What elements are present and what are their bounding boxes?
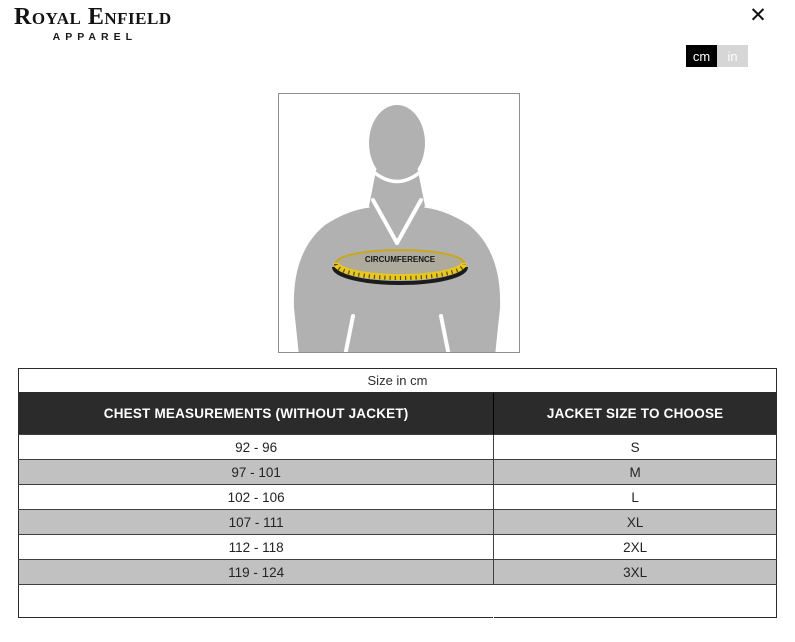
table-row: 107 - 111 XL <box>18 509 777 535</box>
table-row: 112 - 118 2XL <box>18 534 777 560</box>
table-caption: Size in cm <box>18 368 777 393</box>
chest-range-cell: 112 - 118 <box>18 534 495 560</box>
measurement-figure: CIRCUMFERENCE <box>278 93 520 353</box>
brand-subtitle: APPAREL <box>52 31 138 43</box>
table-row: 102 - 106 L <box>18 484 777 510</box>
size-table: Size in cm CHEST MEASUREMENTS (WITHOUT J… <box>18 368 777 618</box>
size-cell: L <box>493 484 777 510</box>
table-footer-spacer <box>18 584 777 618</box>
close-icon: ✕ <box>749 3 767 27</box>
unit-option-in[interactable]: in <box>717 45 748 67</box>
tape-label: CIRCUMFERENCE <box>365 255 436 264</box>
size-cell: 2XL <box>493 534 777 560</box>
chest-range-cell: 119 - 124 <box>18 559 495 585</box>
unit-option-cm[interactable]: cm <box>686 45 717 67</box>
column-header-chest: CHEST MEASUREMENTS (WITHOUT JACKET) <box>18 392 495 435</box>
size-cell: 3XL <box>493 559 777 585</box>
torso-silhouette-icon: CIRCUMFERENCE <box>293 105 501 352</box>
close-button[interactable]: ✕ <box>745 2 771 28</box>
size-cell: S <box>493 434 777 460</box>
column-header-size: JACKET SIZE TO CHOOSE <box>493 392 777 435</box>
chest-range-cell: 97 - 101 <box>18 459 495 485</box>
unit-toggle: cm in <box>686 45 748 67</box>
chest-range-cell: 92 - 96 <box>18 434 495 460</box>
size-cell: XL <box>493 509 777 535</box>
table-row: 119 - 124 3XL <box>18 559 777 585</box>
measuring-tape-icon: CIRCUMFERENCE <box>332 249 468 285</box>
brand-logo: Royal Enfield APPAREL <box>14 5 172 43</box>
brand-name: Royal Enfield <box>14 4 172 30</box>
table-row: 97 - 101 M <box>18 459 777 485</box>
size-cell: M <box>493 459 777 485</box>
chest-range-cell: 107 - 111 <box>18 509 495 535</box>
chest-range-cell: 102 - 106 <box>18 484 495 510</box>
table-row: 92 - 96 S <box>18 434 777 460</box>
table-caption-row: Size in cm <box>18 368 777 393</box>
table-header-row: CHEST MEASUREMENTS (WITHOUT JACKET) JACK… <box>18 392 777 435</box>
